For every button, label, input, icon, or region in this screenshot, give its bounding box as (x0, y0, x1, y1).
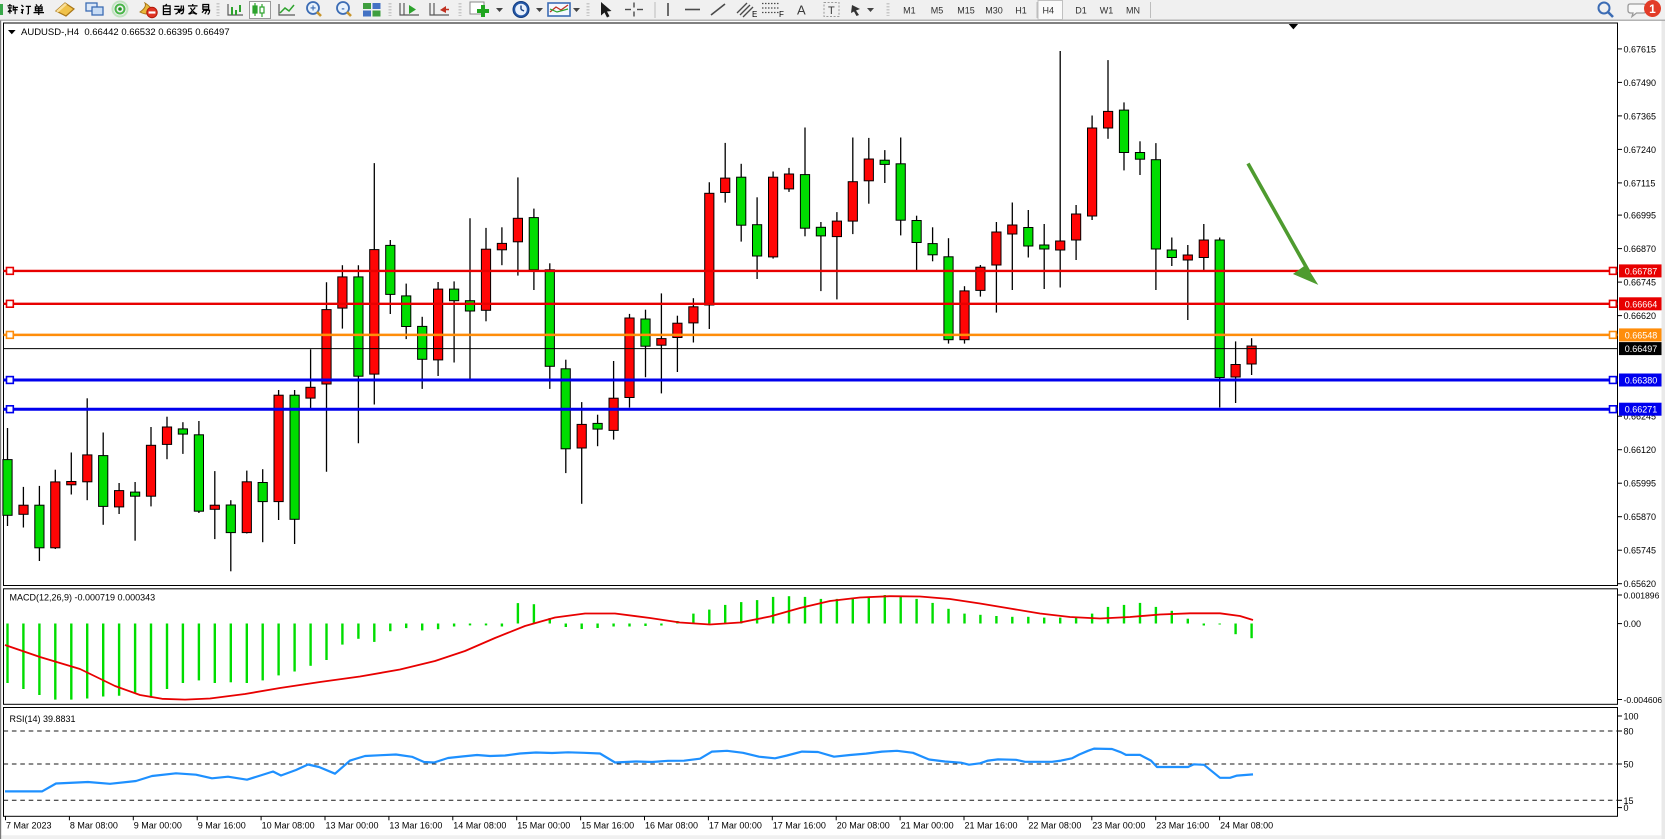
svg-text:23 Mar 16:00: 23 Mar 16:00 (1156, 821, 1209, 831)
svg-text:MN: MN (1126, 6, 1140, 16)
svg-text:100: 100 (1624, 712, 1639, 722)
svg-text:0.66745: 0.66745 (1624, 278, 1657, 288)
svg-text:0.00: 0.00 (1624, 619, 1642, 629)
svg-text:15 Mar 00:00: 15 Mar 00:00 (517, 821, 570, 831)
svg-text:0.65870: 0.65870 (1624, 512, 1657, 522)
svg-text:13 Mar 16:00: 13 Mar 16:00 (389, 821, 442, 831)
svg-text:20 Mar 08:00: 20 Mar 08:00 (837, 821, 890, 831)
svg-text:0.66380: 0.66380 (1625, 376, 1658, 386)
svg-text:M5: M5 (931, 6, 944, 16)
svg-text:13 Mar 00:00: 13 Mar 00:00 (326, 821, 379, 831)
svg-text:15: 15 (1624, 796, 1634, 806)
svg-text:-0.004606: -0.004606 (1624, 695, 1663, 705)
svg-text:0.67490: 0.67490 (1624, 78, 1657, 88)
svg-text:8 Mar 08:00: 8 Mar 08:00 (70, 821, 118, 831)
svg-text:M30: M30 (985, 6, 1003, 16)
svg-text:RSI(14) 39.8831: RSI(14) 39.8831 (10, 714, 76, 724)
svg-text:7 Mar 2023: 7 Mar 2023 (6, 821, 52, 831)
svg-text:0.66787: 0.66787 (1625, 266, 1658, 276)
svg-text:M15: M15 (957, 6, 975, 16)
svg-text:F: F (779, 10, 784, 19)
svg-text:22 Mar 08:00: 22 Mar 08:00 (1028, 821, 1081, 831)
svg-text:0.66548: 0.66548 (1625, 330, 1658, 340)
svg-text:MACD(12,26,9) -0.000719 0.0003: MACD(12,26,9) -0.000719 0.000343 (10, 593, 156, 603)
svg-text:D1: D1 (1075, 6, 1087, 16)
svg-text:E: E (752, 10, 757, 19)
svg-text:M1: M1 (903, 6, 916, 16)
svg-text:A: A (797, 3, 806, 18)
svg-text:17 Mar 16:00: 17 Mar 16:00 (773, 821, 826, 831)
svg-text:0.65620: 0.65620 (1624, 579, 1657, 589)
svg-text:21 Mar 00:00: 21 Mar 00:00 (901, 821, 954, 831)
svg-text:0: 0 (1624, 803, 1629, 813)
svg-text:50: 50 (1624, 760, 1634, 770)
svg-text:+: + (310, 4, 316, 15)
svg-text:0.66664: 0.66664 (1625, 299, 1658, 309)
svg-text:0.66620: 0.66620 (1624, 311, 1657, 321)
svg-text:H1: H1 (1015, 6, 1027, 16)
svg-text:1: 1 (1649, 2, 1656, 16)
svg-text:17 Mar 00:00: 17 Mar 00:00 (709, 821, 762, 831)
svg-text:0.67615: 0.67615 (1624, 44, 1657, 54)
svg-text:0.001896: 0.001896 (1624, 591, 1660, 601)
svg-text:24 Mar 08:00: 24 Mar 08:00 (1220, 821, 1273, 831)
svg-text:0.67115: 0.67115 (1624, 178, 1656, 188)
svg-text:0.66271: 0.66271 (1625, 405, 1658, 415)
svg-text:-: - (341, 4, 344, 15)
svg-text:0.65995: 0.65995 (1624, 479, 1657, 489)
svg-text:0.67365: 0.67365 (1624, 111, 1657, 121)
svg-text:0.66245: 0.66245 (1624, 412, 1657, 422)
svg-text:15 Mar 16:00: 15 Mar 16:00 (581, 821, 634, 831)
svg-text:0.65745: 0.65745 (1624, 546, 1657, 556)
svg-text:14 Mar 08:00: 14 Mar 08:00 (453, 821, 506, 831)
svg-text:0.66120: 0.66120 (1624, 445, 1657, 455)
svg-text:0.66995: 0.66995 (1624, 211, 1657, 221)
svg-text:10 Mar 08:00: 10 Mar 08:00 (262, 821, 315, 831)
svg-text:9 Mar 16:00: 9 Mar 16:00 (198, 821, 246, 831)
svg-text:21 Mar 16:00: 21 Mar 16:00 (965, 821, 1018, 831)
svg-text:9 Mar 00:00: 9 Mar 00:00 (134, 821, 182, 831)
svg-text:80: 80 (1624, 727, 1634, 737)
svg-text:0.67240: 0.67240 (1624, 145, 1657, 155)
svg-text:AUDUSD-,H4 0.66442 0.66532 0.: AUDUSD-,H4 0.66442 0.66532 0.66395 0.664… (21, 27, 230, 38)
svg-text:H4: H4 (1043, 6, 1055, 16)
svg-text:0.66497: 0.66497 (1625, 344, 1658, 354)
svg-text:W1: W1 (1100, 6, 1114, 16)
svg-text:T: T (828, 5, 835, 17)
svg-text:0.66870: 0.66870 (1624, 244, 1657, 254)
svg-text:16 Mar 08:00: 16 Mar 08:00 (645, 821, 698, 831)
svg-text:23 Mar 00:00: 23 Mar 00:00 (1092, 821, 1145, 831)
